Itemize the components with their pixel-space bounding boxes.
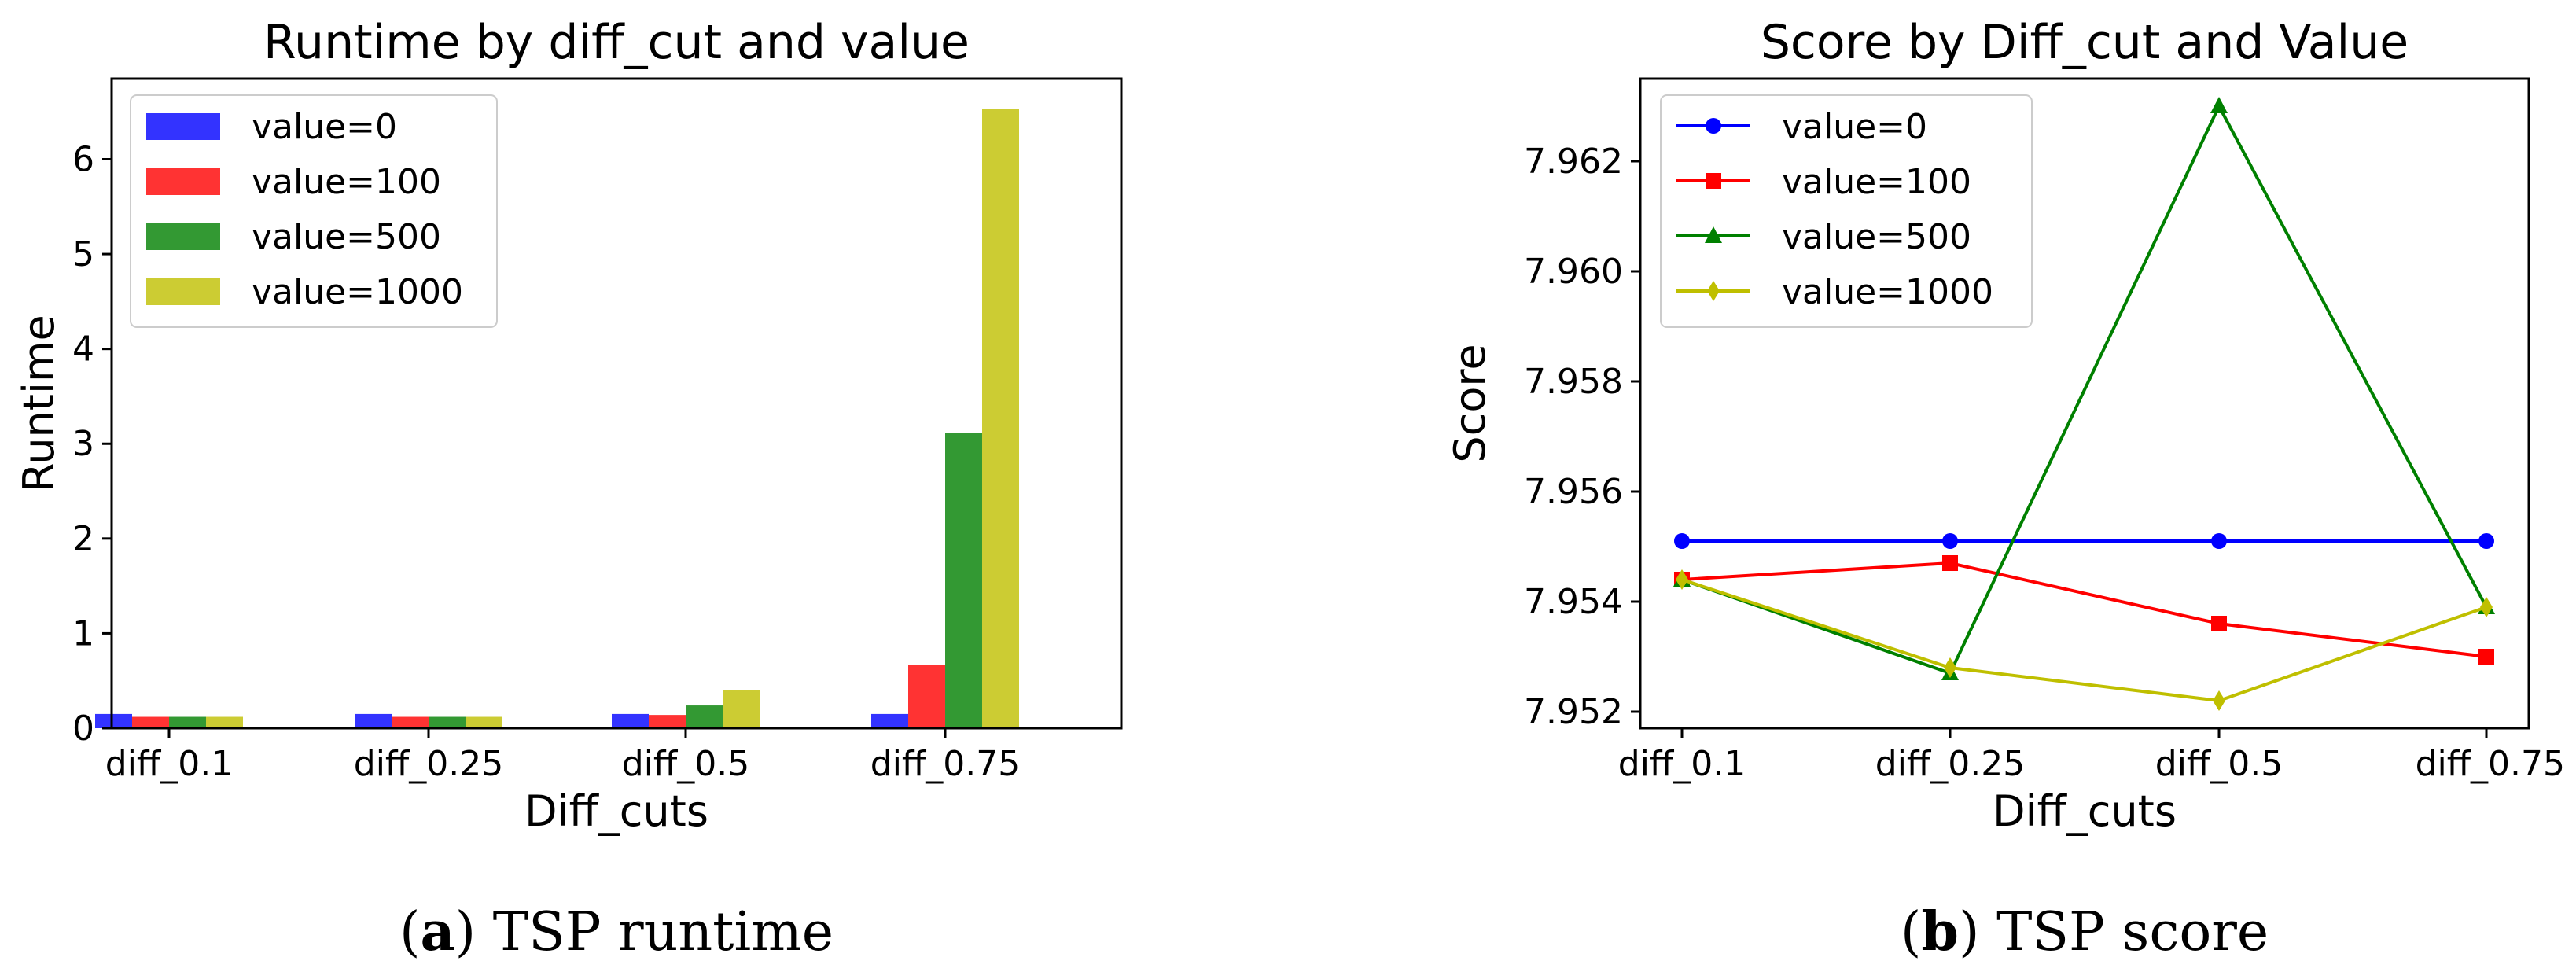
bar [871,713,908,728]
y-axis-label: Score [1445,344,1495,462]
y-tick-label: 2 [72,519,94,559]
data-point [1676,569,1688,590]
runtime-chart: Runtime by diff_cut and value 0 1 2 3 4 5 6 di… [14,15,1123,963]
data-point [2211,616,2227,631]
x-axis-ticks: diff_0.1 diff_0.25 diff_0.5 diff_0.75 [1618,728,2565,784]
series-line [1681,578,2487,703]
y-tick-label: 7.960 [1524,252,1623,292]
x-tick-label: diff_0.5 [622,744,749,784]
x-tick-label: diff_0.25 [354,744,503,784]
y-tick-label: 3 [72,424,94,464]
legend-label: value=100 [252,162,441,202]
x-tick-label: diff_0.1 [1618,744,1746,784]
x-axis-label: Diff_cuts [1993,786,2177,836]
bar [982,109,1019,729]
y-axis-label: Runtime [14,315,64,492]
legend-marker [1707,281,1720,301]
y-tick-label: 7.954 [1524,582,1623,622]
data-point [2480,597,2493,617]
score-chart: Score by Diff_cut and Value 7.9527.9547.… [1445,15,2565,963]
legend: value=0 value=100 value=500 value=1000 [1660,94,2033,328]
y-tick-label: 7.952 [1524,692,1623,732]
series-line [1681,102,2488,676]
x-axis-ticks: diff_0.1 diff_0.25 diff_0.5 diff_0.75 [105,728,1020,784]
legend-swatch [146,168,220,195]
x-tick-label: diff_0.75 [2416,744,2565,784]
data-point [2210,97,2228,113]
data-point [1674,533,1690,549]
y-axis-ticks: 7.952 7.954 7.956 7.958 7.960 7.962 [1524,142,1640,732]
bar [908,665,945,728]
series-line [1681,561,2487,658]
bar [649,715,686,728]
data-point [2478,533,2494,549]
legend-marker [1706,173,1721,189]
caption-text: TSP score [1980,901,2269,963]
x-axis-label: Diff_cuts [524,786,708,836]
legend-swatch [146,113,220,140]
bar [95,713,132,728]
legend-label: value=500 [252,217,441,257]
legend-box [1660,94,2033,328]
x-tick-label: diff_0.75 [870,744,1020,784]
x-tick-label: diff_0.1 [105,744,233,784]
bar [723,690,760,728]
x-tick-label: diff_0.5 [2155,744,2283,784]
legend-label: value=0 [252,107,397,147]
caption-a: (a) TSP runtime [399,900,834,963]
bar [169,716,206,728]
y-tick-label: 4 [72,330,94,370]
legend: value=0 value=100 value=500 value=1000 [130,94,498,328]
y-tick-label: 7.956 [1524,472,1623,512]
y-tick-label: 7.962 [1524,142,1623,182]
bar [392,716,429,728]
line-group [1673,97,2495,711]
bar [612,713,649,728]
x-tick-label: diff_0.25 [1875,744,2025,784]
bar [206,716,243,728]
data-point [2478,649,2494,665]
data-point [2211,533,2227,549]
caption-b: (b) TSP score [1901,900,2269,963]
bar-group [95,109,1019,729]
data-point [1942,533,1958,549]
y-tick-label: 6 [72,139,94,179]
legend-label: value=1000 [1782,272,1993,312]
legend-box [130,94,498,328]
y-tick-label: 0 [72,709,94,749]
caption-label: a [421,900,455,963]
caption-label: b [1921,900,1959,963]
legend-label: value=0 [1782,107,1927,147]
data-point [1944,657,1956,678]
legend-label: value=1000 [252,272,463,312]
legend-label: value=500 [1782,217,1971,257]
y-tick-label: 7.958 [1524,362,1623,402]
legend-swatch [146,278,220,305]
chart-title: Score by Diff_cut and Value [1761,15,2409,70]
legend-marker [1705,226,1722,243]
y-axis-ticks: 0 1 2 3 4 5 6 [72,139,112,749]
data-point [2213,690,2225,711]
y-tick-label: 1 [72,613,94,654]
chart-title: Runtime by diff_cut and value [263,15,970,70]
bar [132,716,169,728]
legend-label: value=100 [1782,162,1971,202]
caption-text: TSP runtime [476,901,834,963]
bar [429,716,466,728]
legend-entries: value=0 value=100 value=500 value=1000 [1676,107,1993,312]
data-point [1942,555,1958,571]
plot-frame [110,77,1123,730]
legend-entries: value=0 value=100 value=500 value=1000 [146,107,463,312]
bar [945,433,982,728]
bar [466,716,502,728]
legend-marker [1706,118,1721,134]
y-tick-label: 5 [72,234,94,274]
bar [686,705,723,728]
plot-frame [1639,77,2530,730]
bar [355,713,392,728]
legend-swatch [146,223,220,250]
